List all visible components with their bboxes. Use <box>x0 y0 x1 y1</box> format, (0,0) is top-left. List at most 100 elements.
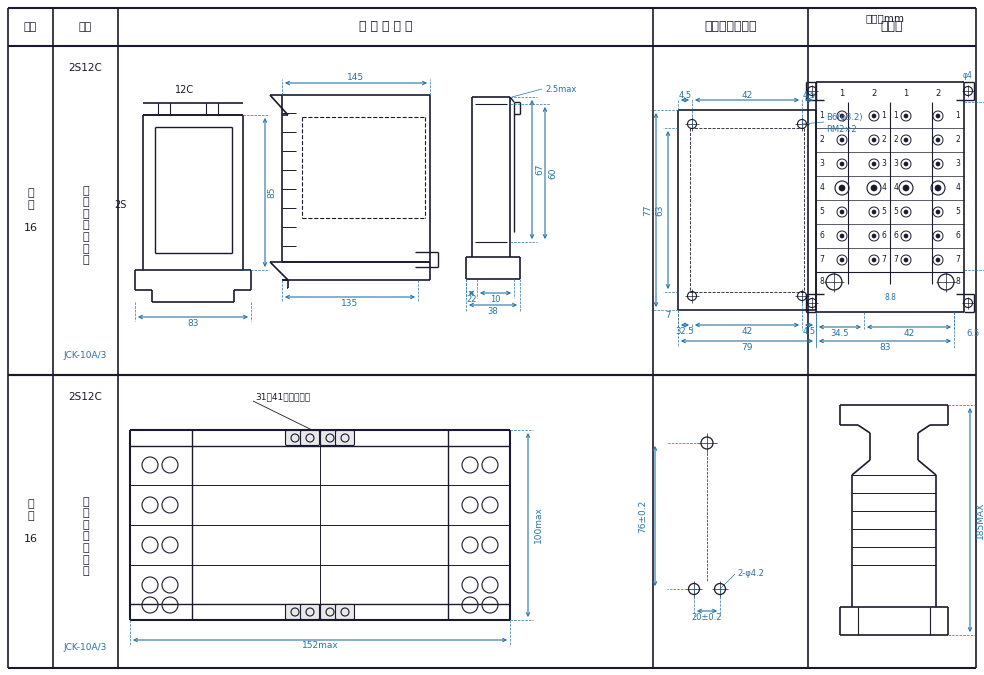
Text: 5: 5 <box>882 207 887 217</box>
Text: 100max: 100max <box>533 506 542 543</box>
Text: 单位：mm: 单位：mm <box>865 13 904 23</box>
Text: 4: 4 <box>893 184 898 192</box>
Text: 5: 5 <box>893 207 898 217</box>
Text: JCK-10A/3: JCK-10A/3 <box>64 643 107 653</box>
Text: 79: 79 <box>741 342 753 352</box>
Text: 7: 7 <box>820 256 825 265</box>
Text: 8: 8 <box>955 277 960 286</box>
Circle shape <box>872 210 876 214</box>
FancyBboxPatch shape <box>285 605 304 620</box>
Text: 4.5: 4.5 <box>678 90 692 99</box>
Text: 3: 3 <box>820 159 825 169</box>
Text: 图号: 图号 <box>24 22 37 32</box>
Text: 2S12C: 2S12C <box>69 392 102 402</box>
Text: 42: 42 <box>741 327 753 335</box>
FancyBboxPatch shape <box>321 431 339 446</box>
Text: 4: 4 <box>820 184 825 192</box>
Text: 3: 3 <box>882 159 887 169</box>
FancyBboxPatch shape <box>336 431 354 446</box>
Text: 2: 2 <box>955 136 960 144</box>
Text: 63: 63 <box>655 205 664 216</box>
Text: 31、41为电流端子: 31、41为电流端子 <box>255 392 310 402</box>
Text: 3: 3 <box>955 159 960 169</box>
Circle shape <box>871 185 877 191</box>
Text: 67: 67 <box>535 164 544 176</box>
Text: 2.5max: 2.5max <box>545 84 577 94</box>
Circle shape <box>936 114 940 118</box>
Circle shape <box>936 258 940 262</box>
Text: 5: 5 <box>955 207 960 217</box>
Circle shape <box>904 258 908 262</box>
Text: 7: 7 <box>955 256 960 265</box>
Text: 4.5: 4.5 <box>802 327 816 335</box>
Text: 4: 4 <box>882 184 887 192</box>
Circle shape <box>903 185 909 191</box>
Text: 6.5: 6.5 <box>966 329 979 338</box>
Text: 2: 2 <box>820 136 825 144</box>
Text: 4: 4 <box>955 184 960 192</box>
Text: 5: 5 <box>820 207 825 217</box>
Text: 2: 2 <box>893 136 898 144</box>
Text: 42: 42 <box>903 329 914 338</box>
Circle shape <box>840 138 844 142</box>
FancyBboxPatch shape <box>300 605 320 620</box>
Text: 83: 83 <box>880 342 891 352</box>
Circle shape <box>904 114 908 118</box>
FancyBboxPatch shape <box>321 605 339 620</box>
Text: 60: 60 <box>548 167 558 179</box>
Circle shape <box>904 210 908 214</box>
Text: 6: 6 <box>882 232 887 240</box>
Text: 7: 7 <box>882 256 887 265</box>
Text: 1: 1 <box>882 111 887 121</box>
Circle shape <box>872 162 876 166</box>
Text: 2S12C: 2S12C <box>69 63 102 73</box>
Text: 附
图

16: 附 图 16 <box>24 188 37 233</box>
Text: 附
图

16: 附 图 16 <box>24 499 37 544</box>
Text: 185MAX: 185MAX <box>975 502 984 539</box>
Text: 6: 6 <box>820 232 825 240</box>
Circle shape <box>904 138 908 142</box>
Text: 77: 77 <box>644 205 652 216</box>
Text: 1: 1 <box>820 111 825 121</box>
Text: 外 形 尺 寸 图: 外 形 尺 寸 图 <box>359 20 412 34</box>
Text: 20±0.2: 20±0.2 <box>692 612 722 622</box>
Text: RM2×2: RM2×2 <box>826 124 857 134</box>
Text: B6(φ3.2): B6(φ3.2) <box>826 113 863 122</box>
Text: 38: 38 <box>488 306 498 315</box>
Text: 安装开孔尺寸图: 安装开孔尺寸图 <box>705 20 757 34</box>
Text: 22: 22 <box>466 294 477 304</box>
Circle shape <box>904 162 908 166</box>
Text: 7: 7 <box>893 256 898 265</box>
Text: 端子图: 端子图 <box>881 20 903 34</box>
Text: 结构: 结构 <box>79 22 92 32</box>
Circle shape <box>872 234 876 238</box>
Circle shape <box>840 234 844 238</box>
Circle shape <box>936 138 940 142</box>
Text: 42: 42 <box>741 90 753 99</box>
Text: 1: 1 <box>955 111 960 121</box>
Circle shape <box>840 162 844 166</box>
Circle shape <box>840 258 844 262</box>
Text: φ4: φ4 <box>963 70 973 80</box>
Circle shape <box>840 114 844 118</box>
Text: 6: 6 <box>893 232 898 240</box>
Text: 76±0.2: 76±0.2 <box>639 500 647 533</box>
Circle shape <box>872 138 876 142</box>
Text: 2: 2 <box>882 136 887 144</box>
Text: 6: 6 <box>955 232 960 240</box>
Text: 85: 85 <box>268 187 277 198</box>
Text: 2: 2 <box>936 90 941 99</box>
Text: 12C: 12C <box>175 85 195 95</box>
Text: 10: 10 <box>490 294 501 304</box>
FancyBboxPatch shape <box>336 605 354 620</box>
Circle shape <box>936 162 940 166</box>
Text: 2-φ4.2: 2-φ4.2 <box>737 570 764 578</box>
Text: 8: 8 <box>820 277 825 286</box>
FancyBboxPatch shape <box>300 431 320 446</box>
Text: 3: 3 <box>893 159 898 169</box>
Circle shape <box>935 185 941 191</box>
Text: 1: 1 <box>903 90 908 99</box>
Text: 34.5: 34.5 <box>830 329 849 338</box>
Text: JCK-10A/3: JCK-10A/3 <box>64 350 107 360</box>
Text: 32.5: 32.5 <box>676 327 695 335</box>
